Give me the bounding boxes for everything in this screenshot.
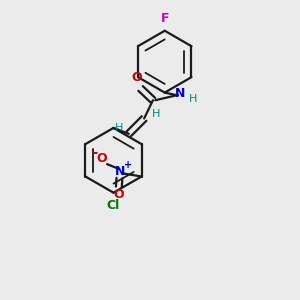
Text: H: H xyxy=(189,94,197,104)
Text: Cl: Cl xyxy=(107,199,120,212)
Text: O: O xyxy=(114,188,124,201)
Text: O: O xyxy=(132,71,142,84)
Text: F: F xyxy=(160,12,169,26)
Text: H: H xyxy=(115,123,124,133)
Text: N: N xyxy=(175,87,185,100)
Text: +: + xyxy=(124,160,132,170)
Text: -: - xyxy=(92,146,98,160)
Text: H: H xyxy=(152,109,160,119)
Text: O: O xyxy=(96,152,106,165)
Text: N: N xyxy=(115,165,125,178)
